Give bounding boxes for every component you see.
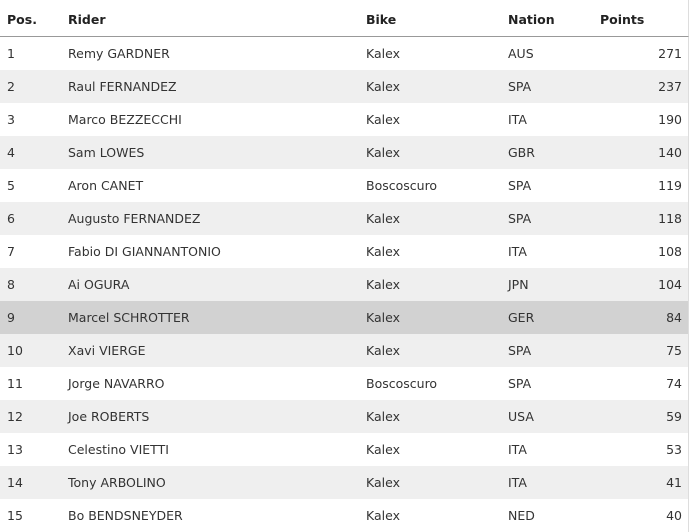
nation-cell: ITA	[508, 475, 527, 490]
nation-cell: GBR	[508, 145, 535, 160]
rider-cell: Augusto FERNANDEZ	[68, 211, 201, 226]
position-cell: 7	[7, 244, 15, 259]
points-cell: 59	[666, 409, 682, 424]
points-cell: 41	[666, 475, 682, 490]
nation-cell: NED	[508, 508, 535, 523]
table-row[interactable]: 11 Jorge NAVARRO Boscoscuro SPA 74	[0, 367, 689, 400]
points-cell: 53	[666, 442, 682, 457]
points-cell: 75	[666, 343, 682, 358]
table-row[interactable]: 9 Marcel SCHROTTER Kalex GER 84	[0, 301, 689, 334]
bike-cell: Kalex	[366, 343, 400, 358]
table-row[interactable]: 13 Celestino VIETTI Kalex ITA 53	[0, 433, 689, 466]
bike-cell: Kalex	[366, 244, 400, 259]
position-cell: 14	[7, 475, 23, 490]
rider-cell: Jorge NAVARRO	[68, 376, 165, 391]
header-cell: Nation	[508, 12, 555, 27]
points-cell: 104	[658, 277, 682, 292]
header-row: Pos. Rider Bike Nation Points	[0, 0, 689, 37]
table-row[interactable]: 15 Bo BENDSNEYDER Kalex NED 40	[0, 499, 689, 532]
points-cell: 237	[658, 79, 682, 94]
bike-cell: Kalex	[366, 409, 400, 424]
rider-cell: Marcel SCHROTTER	[68, 310, 190, 325]
position-cell: 10	[7, 343, 23, 358]
position-cell: 5	[7, 178, 15, 193]
table-row[interactable]: 10 Xavi VIERGE Kalex SPA 75	[0, 334, 689, 367]
table-row[interactable]: 2 Raul FERNANDEZ Kalex SPA 237	[0, 70, 689, 103]
position-cell: 13	[7, 442, 23, 457]
nation-cell: SPA	[508, 376, 532, 391]
nation-cell: SPA	[508, 178, 532, 193]
bike-cell: Boscoscuro	[366, 178, 438, 193]
position-cell: 3	[7, 112, 15, 127]
nation-cell: AUS	[508, 46, 534, 61]
table-row[interactable]: 1 Remy GARDNER Kalex AUS 271	[0, 37, 689, 70]
nation-cell: USA	[508, 409, 534, 424]
rider-cell: Tony ARBOLINO	[68, 475, 166, 490]
position-cell: 11	[7, 376, 23, 391]
position-cell: 4	[7, 145, 15, 160]
points-cell: 271	[658, 46, 682, 61]
rider-cell: Aron CANET	[68, 178, 144, 193]
header-cell: Pos.	[7, 12, 37, 27]
points-cell: 74	[666, 376, 682, 391]
table-row[interactable]: 14 Tony ARBOLINO Kalex ITA 41	[0, 466, 689, 499]
position-cell: 8	[7, 277, 15, 292]
bike-cell: Kalex	[366, 310, 400, 325]
rider-cell: Ai OGURA	[68, 277, 130, 292]
bike-cell: Kalex	[366, 211, 400, 226]
rider-cell: Remy GARDNER	[68, 46, 170, 61]
nation-cell: JPN	[508, 277, 529, 292]
rider-cell: Raul FERNANDEZ	[68, 79, 177, 94]
bike-cell: Kalex	[366, 508, 400, 523]
bike-cell: Kalex	[366, 46, 400, 61]
bike-cell: Kalex	[366, 277, 400, 292]
points-cell: 108	[658, 244, 682, 259]
nation-cell: ITA	[508, 442, 527, 457]
table-row[interactable]: 8 Ai OGURA Kalex JPN 104	[0, 268, 689, 301]
bike-cell: Boscoscuro	[366, 376, 438, 391]
position-cell: 1	[7, 46, 15, 61]
points-cell: 119	[658, 178, 682, 193]
nation-cell: SPA	[508, 79, 532, 94]
points-cell: 118	[658, 211, 682, 226]
nation-cell: SPA	[508, 343, 532, 358]
table-row[interactable]: 3 Marco BEZZECCHI Kalex ITA 190	[0, 103, 689, 136]
points-cell: 140	[658, 145, 682, 160]
bike-cell: Kalex	[366, 112, 400, 127]
nation-cell: ITA	[508, 112, 527, 127]
table-row[interactable]: 6 Augusto FERNANDEZ Kalex SPA 118	[0, 202, 689, 235]
table-row[interactable]: 12 Joe ROBERTS Kalex USA 59	[0, 400, 689, 433]
header-cell: Points	[600, 12, 645, 27]
position-cell: 15	[7, 508, 23, 523]
bike-cell: Kalex	[366, 79, 400, 94]
table-row[interactable]: 5 Aron CANET Boscoscuro SPA 119	[0, 169, 689, 202]
rider-cell: Marco BEZZECCHI	[68, 112, 182, 127]
rider-cell: Fabio DI GIANNANTONIO	[68, 244, 221, 259]
rider-cell: Bo BENDSNEYDER	[68, 508, 183, 523]
nation-cell: SPA	[508, 211, 532, 226]
points-cell: 84	[666, 310, 682, 325]
position-cell: 12	[7, 409, 23, 424]
table-row[interactable]: 7 Fabio DI GIANNANTONIO Kalex ITA 108	[0, 235, 689, 268]
bike-cell: Kalex	[366, 475, 400, 490]
table-row[interactable]: 4 Sam LOWES Kalex GBR 140	[0, 136, 689, 169]
rider-cell: Celestino VIETTI	[68, 442, 169, 457]
rider-cell: Xavi VIERGE	[68, 343, 146, 358]
bike-cell: Kalex	[366, 442, 400, 457]
position-cell: 2	[7, 79, 15, 94]
rider-cell: Sam LOWES	[68, 145, 145, 160]
nation-cell: ITA	[508, 244, 527, 259]
header-cell: Rider	[68, 12, 106, 27]
rider-cell: Joe ROBERTS	[68, 409, 150, 424]
header-cell: Bike	[366, 12, 397, 27]
position-cell: 6	[7, 211, 15, 226]
position-cell: 9	[7, 310, 15, 325]
points-cell: 40	[666, 508, 682, 523]
bike-cell: Kalex	[366, 145, 400, 160]
points-cell: 190	[658, 112, 682, 127]
nation-cell: GER	[508, 310, 535, 325]
